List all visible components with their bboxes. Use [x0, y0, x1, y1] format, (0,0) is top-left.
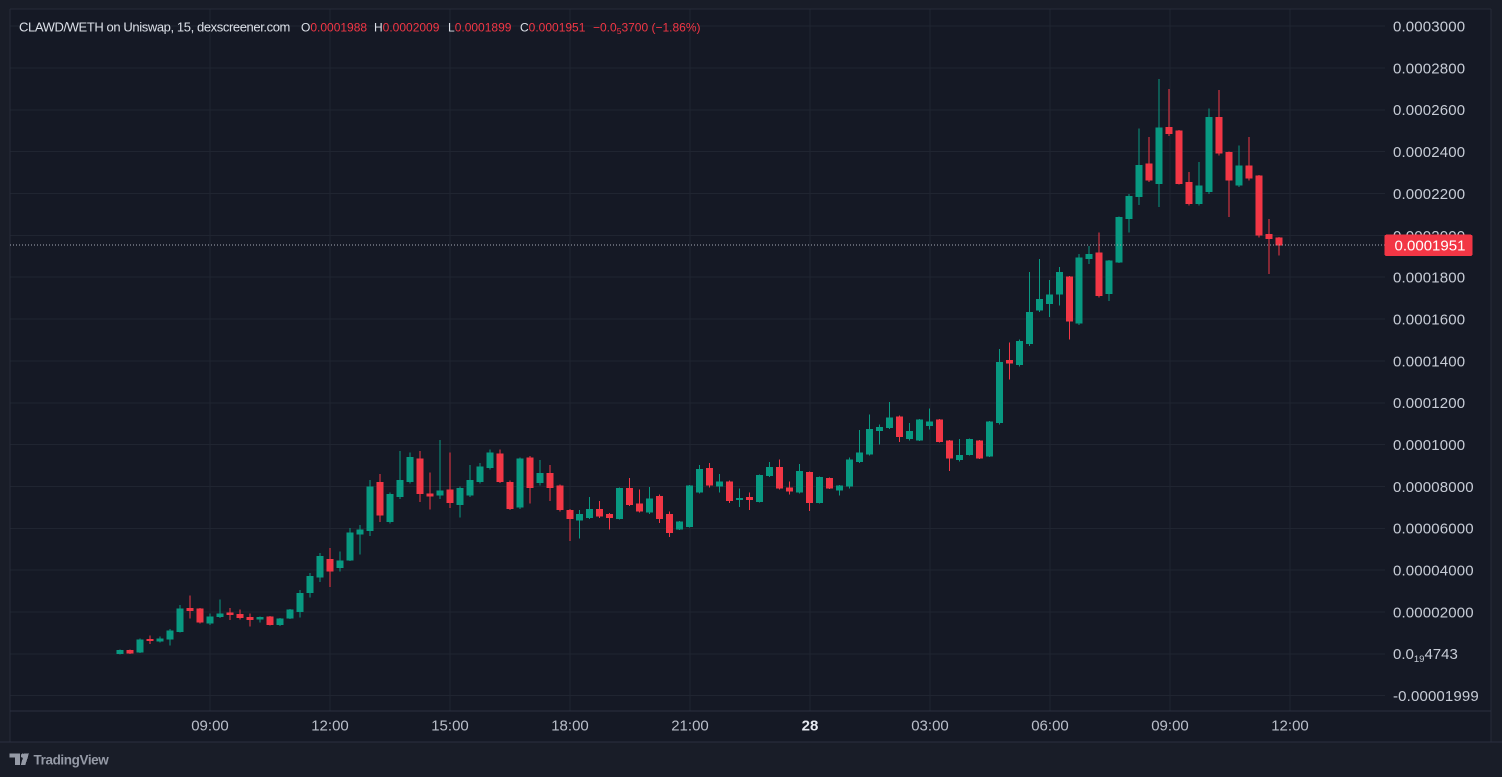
- svg-text:0.0001600: 0.0001600: [1393, 311, 1465, 328]
- svg-text:0.0001800: 0.0001800: [1393, 270, 1465, 287]
- svg-text:O0.0001988: O0.0001988: [301, 21, 367, 35]
- svg-text:18:00: 18:00: [551, 718, 589, 735]
- svg-text:28: 28: [802, 718, 819, 735]
- svg-text:15:00: 15:00: [431, 718, 469, 735]
- svg-text:0.00008000: 0.00008000: [1393, 479, 1474, 496]
- svg-text:0.0003000: 0.0003000: [1393, 19, 1465, 36]
- svg-text:12:00: 12:00: [1271, 718, 1309, 735]
- svg-text:21:00: 21:00: [671, 718, 709, 735]
- svg-text:0.00004000: 0.00004000: [1393, 563, 1474, 580]
- svg-text:0.0001200: 0.0001200: [1393, 395, 1465, 412]
- svg-text:12:00: 12:00: [311, 718, 349, 735]
- svg-text:0.0002800: 0.0002800: [1393, 60, 1465, 77]
- svg-text:03:00: 03:00: [911, 718, 949, 735]
- svg-text:0.0002400: 0.0002400: [1393, 144, 1465, 161]
- svg-text:C0.0001951: C0.0001951: [520, 21, 586, 35]
- svg-text:0.00002000: 0.00002000: [1393, 604, 1474, 621]
- svg-text:0.0001000: 0.0001000: [1393, 437, 1465, 454]
- svg-text:-0.00001999: -0.00001999: [1393, 688, 1479, 705]
- svg-text:−0.053700 (−1.86%): −0.053700 (−1.86%): [593, 21, 701, 37]
- svg-text:09:00: 09:00: [191, 718, 229, 735]
- svg-text:0.0002600: 0.0002600: [1393, 102, 1465, 119]
- svg-text:H0.0002009: H0.0002009: [374, 21, 440, 35]
- svg-text:0.0001400: 0.0001400: [1393, 353, 1465, 370]
- svg-text:TradingView: TradingView: [34, 752, 110, 767]
- svg-text:06:00: 06:00: [1031, 718, 1069, 735]
- svg-text:09:00: 09:00: [1151, 718, 1189, 735]
- svg-text:L0.0001899: L0.0001899: [448, 21, 512, 35]
- svg-text:0.0002200: 0.0002200: [1393, 186, 1465, 203]
- svg-text:0.0194743: 0.0194743: [1393, 646, 1458, 665]
- svg-text:CLAWD/WETH on Uniswap, 15, dex: CLAWD/WETH on Uniswap, 15, dexscreener.c…: [19, 20, 290, 35]
- svg-text:0.00006000: 0.00006000: [1393, 521, 1474, 538]
- svg-text:0.0001951: 0.0001951: [1395, 237, 1466, 254]
